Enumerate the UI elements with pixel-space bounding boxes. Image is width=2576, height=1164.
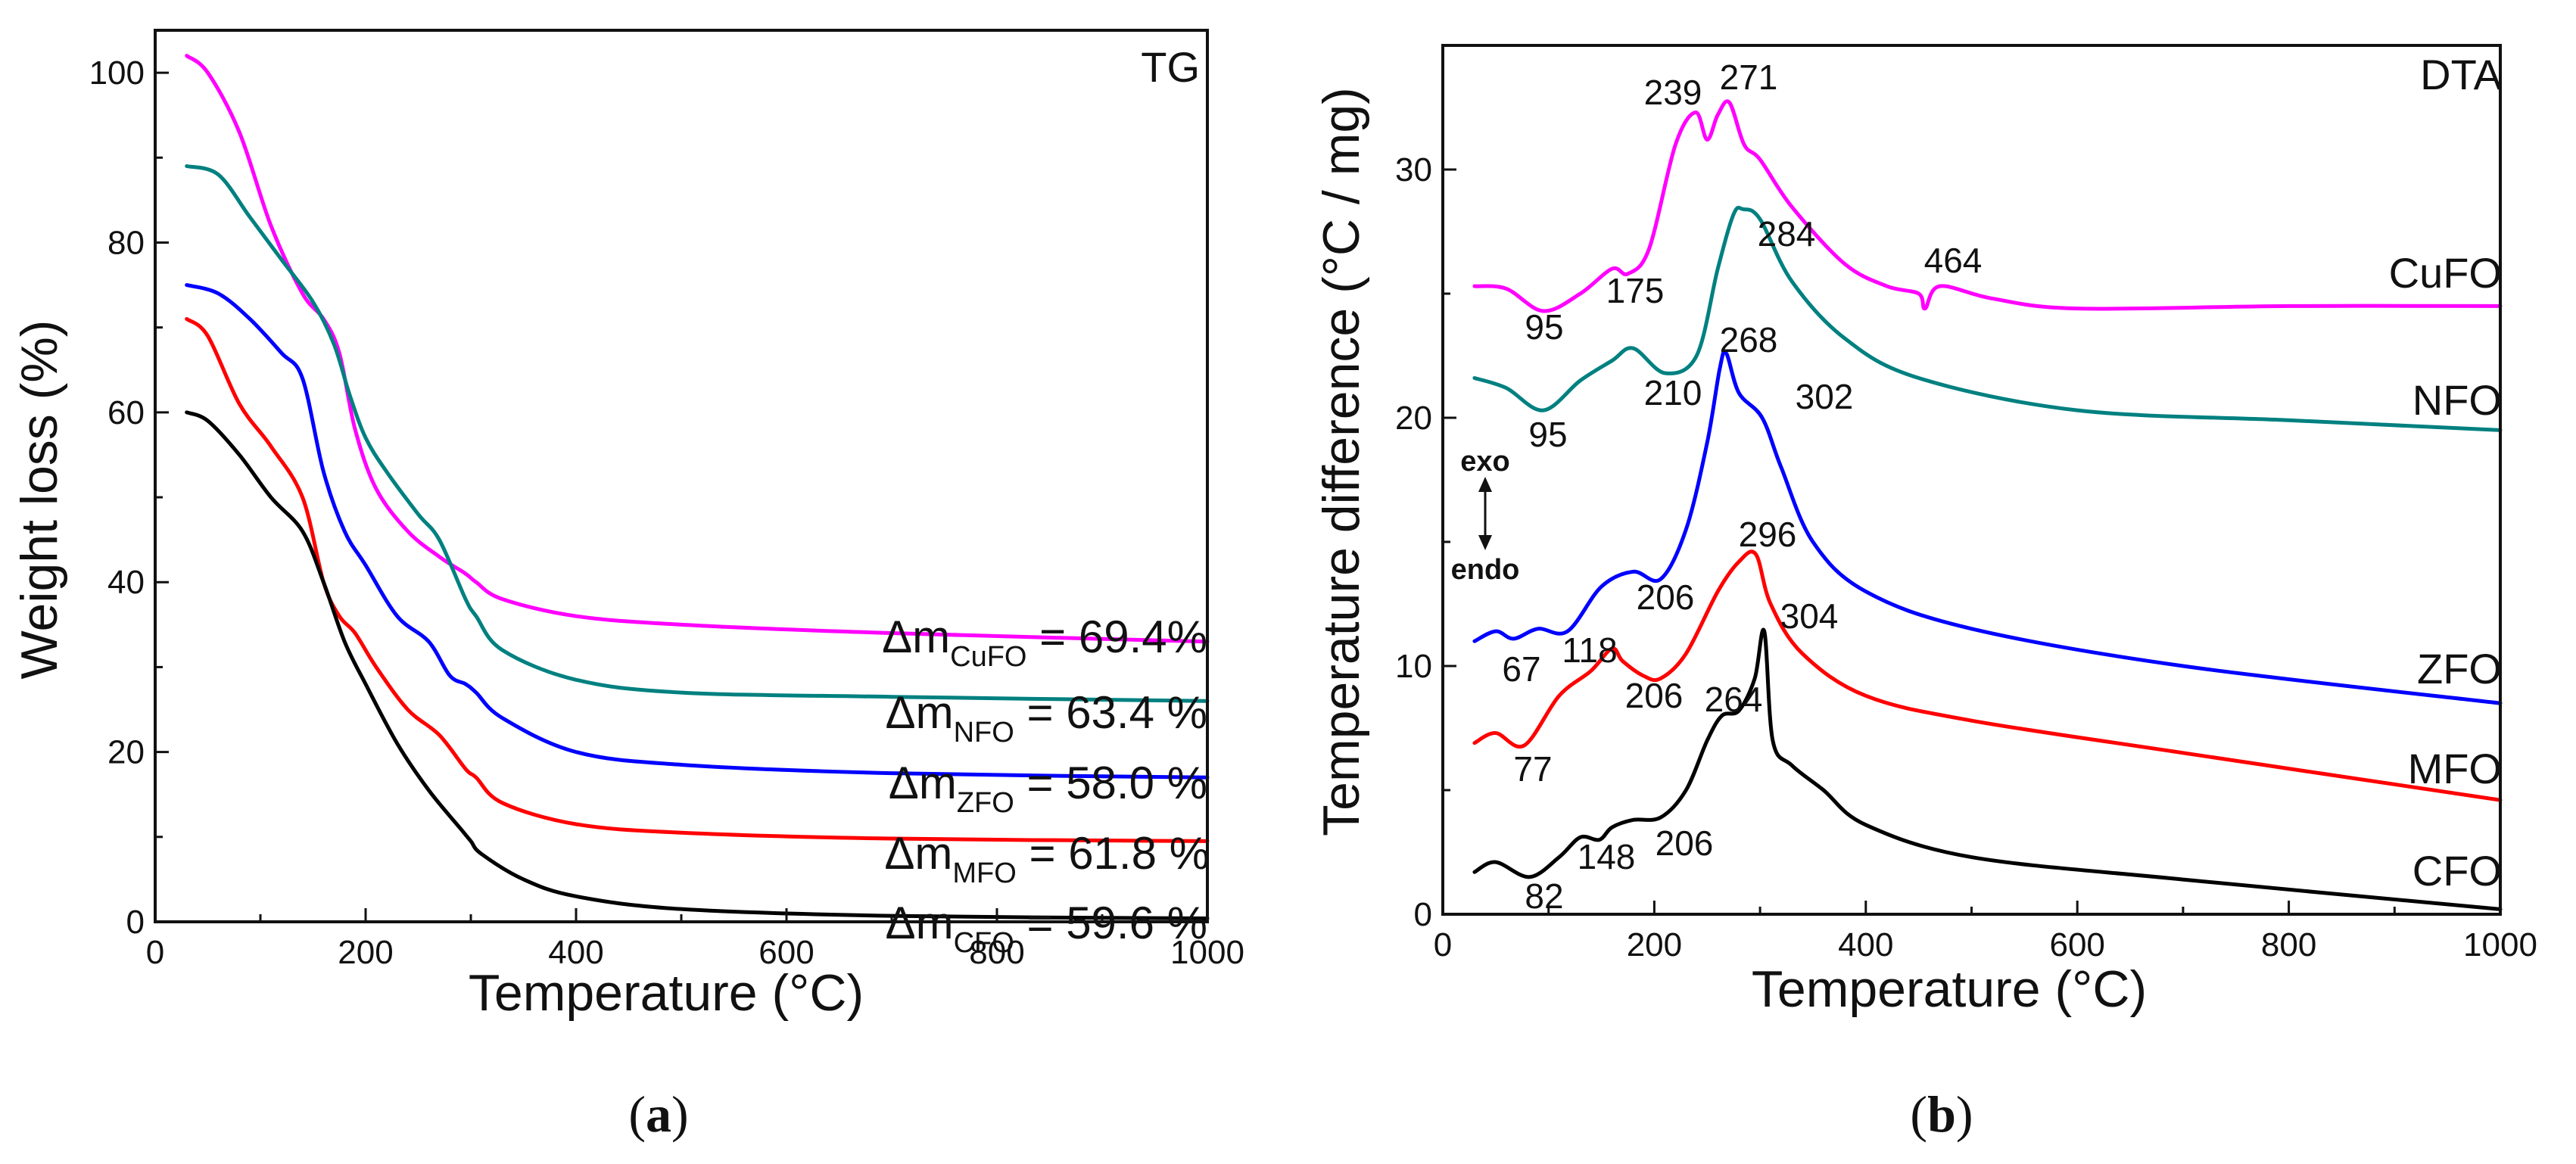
dta-plot-frame [1441, 44, 2502, 916]
dta-y-tick-label: 10 [1395, 648, 1432, 685]
tg-x-tick-label: 400 [548, 934, 603, 971]
tg-x-tick-label: 1000 [1170, 934, 1244, 971]
dta-x-tick-label: 200 [1627, 926, 1682, 963]
dta-peak-label-mfo-206: 206 [1625, 676, 1684, 715]
dta-x-tick-label: 0 [1434, 926, 1452, 963]
dta-y-axis-label: Temperature difference (°C / mg) [1313, 87, 1370, 836]
tg-y-tick-label: 20 [107, 734, 145, 771]
dta-series-zfo [1472, 350, 2503, 705]
dta-curve-label-cufo: CuFO [2389, 249, 2502, 297]
annotation-nfo: ΔmNFO = 63.4 % [886, 687, 1207, 749]
dta-curve-label-nfo: NFO [2412, 376, 2502, 424]
dta-curve-label-mfo: MFO [2408, 745, 2502, 792]
dta-peak-label-nfo-284: 284 [1758, 214, 1816, 254]
dta-y-tick-label: 20 [1395, 400, 1432, 437]
dta-peak-label-zfo-67: 67 [1502, 649, 1540, 689]
tg-series-cfo [185, 410, 1210, 921]
dta-peak-label-cufo-175: 175 [1606, 271, 1665, 310]
panel-b: DTA 0 200 400 600 800 1000 0 10 20 30 95 175 239 271… [1313, 44, 2537, 1143]
tg-series-cufo [185, 54, 1210, 644]
dta-peak-label-cfo-148: 148 [1578, 837, 1636, 876]
tg-y-tick-label: 100 [89, 54, 145, 92]
dta-series-nfo [1472, 205, 2503, 432]
annotation-cfo: ΔmCFO = 59.6 % [886, 898, 1207, 959]
dta-peak-label-zfo-268: 268 [1720, 320, 1778, 359]
dta-series-mfo [1472, 549, 2503, 802]
tg-x-axis-label: Temperature (°C) [469, 964, 864, 1022]
dta-peak-label-cufo-271: 271 [1720, 58, 1778, 97]
dta-title: DTA [2420, 51, 2502, 98]
dta-y-tick-label: 0 [1414, 896, 1432, 933]
tg-annotations: ΔmCuFO = 69.4% ΔmNFO = 63.4 % ΔmZFO = 58… [882, 612, 1210, 959]
dta-curve-label-zfo: ZFO [2417, 645, 2502, 692]
dta-x-axis-label: Temperature (°C) [1752, 960, 2147, 1018]
dta-x-tick-label: 600 [2049, 926, 2104, 963]
dta-x-tick-label: 400 [1838, 926, 1893, 963]
panel-label-b: (b) [1910, 1085, 1973, 1143]
dta-curve-label-cfo: CFO [2412, 847, 2502, 895]
dta-peak-label-nfo-210: 210 [1644, 373, 1702, 412]
dta-peak-label-mfo-296: 296 [1739, 515, 1797, 554]
tg-y-tick-label: 40 [107, 564, 145, 601]
tg-series-mfo [185, 316, 1210, 843]
tg-axes: 0 200 400 600 800 1000 0 20 40 60 80 100 [89, 29, 1244, 971]
dta-peak-label-cfo-206: 206 [1656, 823, 1714, 863]
annotation-zfo: ΔmZFO = 58.0 % [889, 758, 1207, 819]
annotation-cufo: ΔmCuFO = 69.4% [882, 612, 1207, 673]
dta-peak-label-cfo-264: 264 [1705, 680, 1763, 719]
dta-x-tick-label: 800 [2261, 926, 2316, 963]
tg-x-tick-label: 200 [338, 934, 393, 971]
dta-peak-label-zfo-206: 206 [1637, 577, 1695, 617]
tg-x-tick-label: 0 [146, 934, 164, 971]
exo-endo-indicator: exo endo [1451, 446, 1520, 586]
dta-curve-labels: CuFO NFO ZFO MFO CFO [2389, 249, 2502, 895]
dta-series-cufo [1472, 99, 2503, 313]
tg-x-tick-label: 800 [969, 934, 1024, 971]
tg-x-tick-label: 600 [758, 934, 814, 971]
dta-series-cfo [1472, 627, 2503, 911]
dta-x-tick-label: 1000 [2463, 926, 2537, 963]
dta-peak-label-mfo-77: 77 [1513, 749, 1552, 789]
dta-peak-label-cufo-464: 464 [1924, 241, 1983, 280]
arrow-down-icon [1478, 535, 1492, 550]
panel-a: TG 0 200 400 600 800 1000 0 20 40 60 80 100 Tempera… [11, 29, 1244, 1143]
tg-y-axis-label: Weight loss (%) [11, 320, 68, 680]
annotation-mfo: ΔmMFO = 61.8 % [884, 828, 1210, 889]
dta-axes: 0 200 400 600 800 1000 0 10 20 30 [1395, 44, 2537, 963]
tg-title: TG [1141, 43, 1200, 91]
dta-peak-label-cufo-239: 239 [1644, 73, 1702, 112]
tg-series-zfo [185, 283, 1210, 780]
dta-curves [1472, 99, 2503, 911]
dta-peak-label-cfo-82: 82 [1525, 876, 1563, 916]
dta-y-tick-label: 30 [1395, 151, 1432, 188]
dta-peak-label-zfo-302: 302 [1796, 377, 1854, 416]
panel-label-a: (a) [628, 1085, 688, 1143]
tg-y-tick-label: 80 [107, 224, 145, 261]
tg-curves [185, 54, 1210, 921]
exo-label: exo [1460, 446, 1509, 478]
dta-peak-label-zfo-118: 118 [1562, 630, 1617, 670]
dta-peak-label-nfo-95: 95 [1528, 415, 1567, 454]
endo-label: endo [1451, 554, 1520, 586]
tg-series-nfo [185, 164, 1210, 703]
dta-peak-label-cfo-304: 304 [1780, 596, 1839, 636]
arrow-up-icon [1478, 477, 1492, 492]
tg-y-tick-label: 60 [107, 394, 145, 431]
dta-peak-label-cufo-95: 95 [1525, 307, 1563, 347]
tg-y-tick-label: 0 [126, 904, 145, 941]
